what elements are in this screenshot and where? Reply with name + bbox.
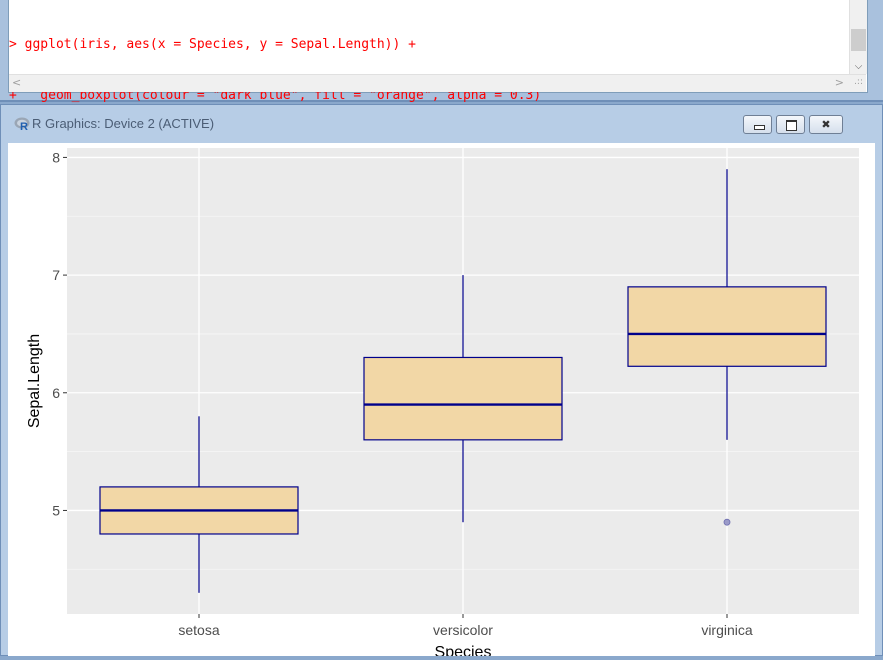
x-tick-label: setosa (178, 622, 219, 638)
y-axis: 5 6 7 8 (52, 149, 67, 518)
prompt: + (9, 88, 17, 103)
close-button[interactable]: ✖ (809, 115, 843, 134)
window-title: R Graphics: Device 2 (ACTIVE) (32, 116, 215, 131)
scroll-down-icon[interactable]: ⌵ (854, 61, 863, 72)
x-tick-label: versicolor (433, 622, 493, 638)
y-tick-label: 8 (52, 149, 60, 165)
scroll-left-icon[interactable]: < (12, 76, 22, 89)
boxes (99, 169, 827, 593)
scrollbar-thumb[interactable] (851, 29, 866, 51)
vertical-scrollbar[interactable]: ⌵ (849, 0, 867, 74)
minimize-icon (754, 125, 765, 130)
outlier-point (723, 518, 731, 526)
scroll-right-icon[interactable]: > (834, 76, 844, 89)
code-text: ggplot(iris, aes(x = Species, y = Sepal.… (16, 37, 416, 52)
box-setosa (99, 416, 299, 593)
boxplot-chart: 5 6 7 8 setosa versicolor virginica Sepal.Len… (26, 148, 859, 660)
prompt: > (9, 37, 17, 52)
y-tick-label: 5 (52, 502, 60, 518)
box-versicolor (363, 275, 563, 523)
svg-text:R: R (20, 121, 28, 131)
maximize-icon (786, 120, 797, 131)
x-axis-label: Species (435, 644, 492, 656)
y-tick-label: 6 (52, 385, 60, 401)
minimize-button[interactable] (743, 115, 772, 134)
resize-grip-icon[interactable]: .:: (854, 77, 863, 87)
plot-canvas: 5 6 7 8 setosa versicolor virginica Sepal.Len… (8, 143, 875, 660)
y-tick-label: 7 (52, 267, 60, 283)
maximize-button[interactable] (776, 115, 805, 134)
box-iqr (363, 356, 563, 441)
x-axis: setosa versicolor virginica (178, 614, 753, 638)
console-window: > ggplot(iris, aes(x = Species, y = Sepa… (0, 0, 883, 154)
console-line-1: > ggplot(iris, aes(x = Species, y = Sepa… (9, 36, 847, 53)
y-axis-label: Sepal.Length (26, 334, 43, 428)
box-virginica (627, 169, 827, 526)
x-tick-label: virginica (701, 622, 753, 638)
graphics-title-bar[interactable]: R R Graphics: Device 2 (ACTIVE) ✖ (1, 105, 882, 143)
graphics-window: R R Graphics: Device 2 (ACTIVE) ✖ 5 6 7 8 s… (0, 104, 883, 660)
close-icon: ✖ (821, 118, 831, 131)
box-iqr (627, 286, 827, 367)
r-logo-icon: R (14, 117, 30, 131)
horizontal-scrollbar[interactable]: < > .:: (9, 74, 866, 92)
console-pane[interactable]: > ggplot(iris, aes(x = Species, y = Sepa… (8, 0, 868, 154)
